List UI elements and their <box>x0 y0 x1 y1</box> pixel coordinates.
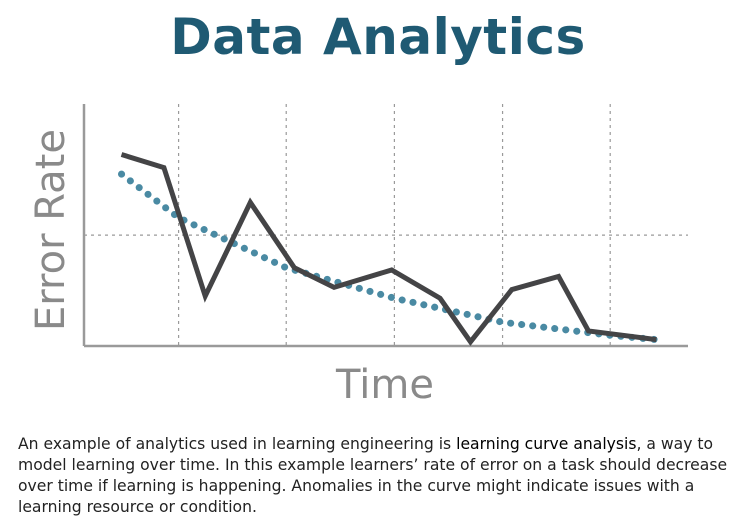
chart-title: Data Analytics <box>170 8 586 66</box>
learning-curve-chart: Error Rate Time <box>28 104 688 408</box>
actual-series <box>120 152 657 347</box>
grid-lines <box>84 104 688 346</box>
caption-text-start: An example of analytics used in learning… <box>18 435 457 453</box>
trend-line <box>118 170 660 344</box>
y-axis-label: Error Rate <box>28 129 74 331</box>
caption-text-end: , a way to model learning over time. In … <box>18 435 728 516</box>
x-axis-label: Time <box>335 362 434 408</box>
actual-line <box>120 152 657 347</box>
caption-highlight: learning curve analysis <box>456 435 637 453</box>
trend-series <box>118 170 660 344</box>
chart-caption: An example of analytics used in learning… <box>18 434 744 518</box>
axes <box>82 104 688 348</box>
